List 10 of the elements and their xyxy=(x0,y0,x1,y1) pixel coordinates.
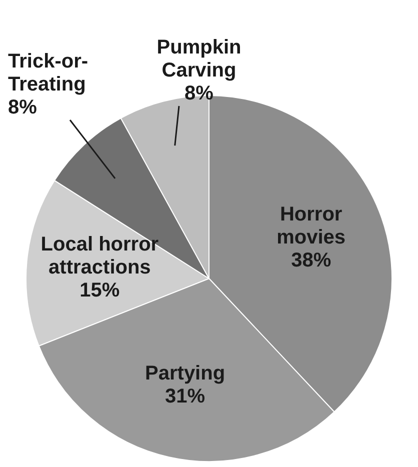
data-label: 8% xyxy=(8,96,38,119)
slice-label: Partying xyxy=(145,362,226,385)
slice-label: Local horror attractions xyxy=(40,234,159,279)
slice-label: Horror movies xyxy=(276,204,346,249)
data-label: 8% xyxy=(184,82,214,105)
slice-label: Pumpkin Carving xyxy=(156,36,242,82)
slice-label: Trick-or-Treating xyxy=(8,50,88,96)
data-label: 38% xyxy=(291,250,332,272)
data-label: 31% xyxy=(165,386,206,408)
data-label: 15% xyxy=(80,280,120,302)
